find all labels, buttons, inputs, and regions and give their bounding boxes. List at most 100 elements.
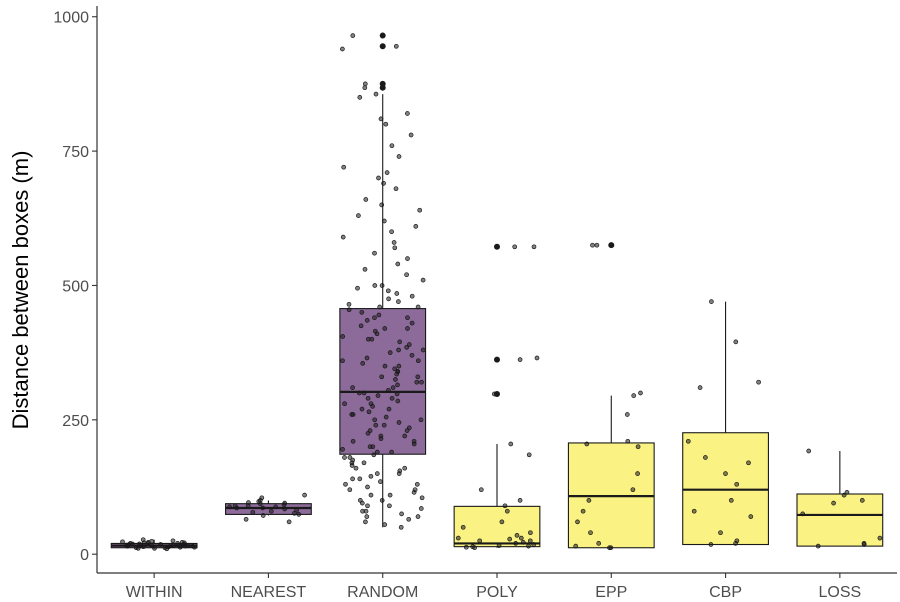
data-point-poly	[460, 524, 466, 530]
data-point-random	[350, 412, 356, 417]
data-point-cbp	[718, 530, 723, 536]
data-point-poly	[517, 498, 523, 503]
data-point-cbp	[733, 339, 739, 345]
data-point-within	[128, 541, 133, 546]
data-point-epp	[573, 543, 579, 549]
data-point-within	[136, 541, 142, 547]
outlier-point-random	[379, 84, 386, 91]
outlier-point-random	[379, 32, 386, 39]
data-point-random	[340, 358, 345, 364]
data-point-random	[387, 492, 393, 498]
data-point-random	[396, 420, 402, 425]
data-point-nearest	[286, 519, 292, 525]
data-point-within	[185, 543, 191, 548]
data-point-random	[357, 95, 363, 100]
data-point-nearest	[294, 507, 299, 513]
data-point-cbp	[697, 385, 703, 390]
data-point-epp	[608, 545, 614, 551]
data-point-poly	[527, 538, 533, 544]
data-point-poly	[477, 538, 483, 544]
x-tick-label-cbp: CBP	[709, 584, 742, 601]
data-point-epp	[635, 444, 641, 450]
x-tick-label-random: RANDOM	[347, 584, 418, 601]
data-point-cbp	[723, 471, 728, 476]
data-point-random	[404, 344, 410, 350]
data-point-epp	[596, 541, 602, 546]
data-point-poly	[455, 535, 461, 541]
data-point-random	[343, 481, 348, 487]
data-point-random	[415, 374, 421, 380]
data-point-random	[366, 409, 372, 415]
data-point-nearest	[232, 503, 238, 509]
y-tick-label: 0	[80, 547, 89, 564]
data-point-random	[364, 318, 370, 323]
data-point-random	[405, 315, 410, 321]
tick-labels-layer: 0 250 500 750 1000 WITHIN NEAREST RANDOM POLY EPP…	[53, 10, 861, 601]
data-point-loss	[844, 490, 850, 495]
y-tick-label: 750	[62, 144, 89, 161]
data-point-cbp	[685, 438, 691, 444]
data-point-random	[375, 393, 381, 398]
data-point-random	[376, 175, 381, 181]
data-point-random	[356, 213, 361, 218]
data-point-random	[418, 506, 424, 511]
data-point-cbp	[734, 481, 740, 487]
data-point-poly	[496, 543, 502, 548]
data-point-random	[359, 500, 365, 506]
data-point-within	[120, 539, 125, 545]
data-point-random	[389, 395, 395, 401]
data-point-nearest	[268, 508, 274, 514]
data-point-within	[177, 544, 183, 550]
data-point-random	[402, 465, 408, 471]
data-point-random	[362, 266, 368, 272]
data-point-within	[190, 543, 196, 549]
data-point-poly	[534, 355, 540, 361]
data-point-random	[340, 234, 346, 240]
data-point-poly	[513, 541, 519, 546]
data-point-random	[342, 455, 347, 460]
data-point-within	[171, 543, 176, 548]
boxes-layer	[110, 32, 884, 549]
data-point-random	[369, 336, 375, 342]
box-body-poly	[453, 505, 541, 548]
data-point-random	[340, 334, 346, 339]
data-point-poly	[520, 540, 526, 545]
data-point-poly	[478, 487, 484, 493]
data-point-random	[418, 417, 424, 423]
data-point-random	[359, 309, 365, 315]
data-point-cbp	[756, 379, 761, 385]
data-point-random	[364, 355, 370, 361]
data-point-random	[389, 229, 394, 235]
data-point-random	[381, 181, 386, 186]
data-point-random	[346, 307, 352, 313]
data-point-within	[141, 540, 147, 546]
data-point-random	[353, 465, 359, 471]
data-point-poly	[504, 508, 510, 514]
data-point-random	[363, 519, 368, 525]
data-point-nearest	[259, 495, 265, 501]
data-point-random	[368, 473, 374, 479]
data-point-random	[419, 379, 424, 385]
data-point-random	[396, 363, 402, 369]
data-point-epp	[594, 242, 600, 248]
data-point-poly	[526, 452, 532, 458]
data-point-poly	[507, 536, 513, 542]
y-axis-title: Distance between boxes (m)	[8, 151, 33, 430]
data-point-random	[350, 33, 356, 38]
data-point-random	[378, 436, 384, 441]
data-point-random	[381, 218, 387, 224]
box-loss	[796, 451, 884, 547]
data-point-random	[420, 277, 426, 283]
data-point-random	[415, 304, 421, 310]
data-point-random	[386, 406, 392, 412]
data-point-nearest	[245, 503, 251, 509]
data-point-random	[405, 326, 410, 331]
data-point-random	[415, 514, 421, 519]
data-point-nearest	[260, 505, 266, 511]
data-point-poly	[514, 533, 520, 538]
data-point-epp	[590, 242, 595, 248]
data-point-random	[365, 395, 371, 401]
data-point-poly	[472, 545, 477, 551]
data-point-random	[411, 438, 417, 444]
data-point-cbp	[746, 460, 751, 466]
